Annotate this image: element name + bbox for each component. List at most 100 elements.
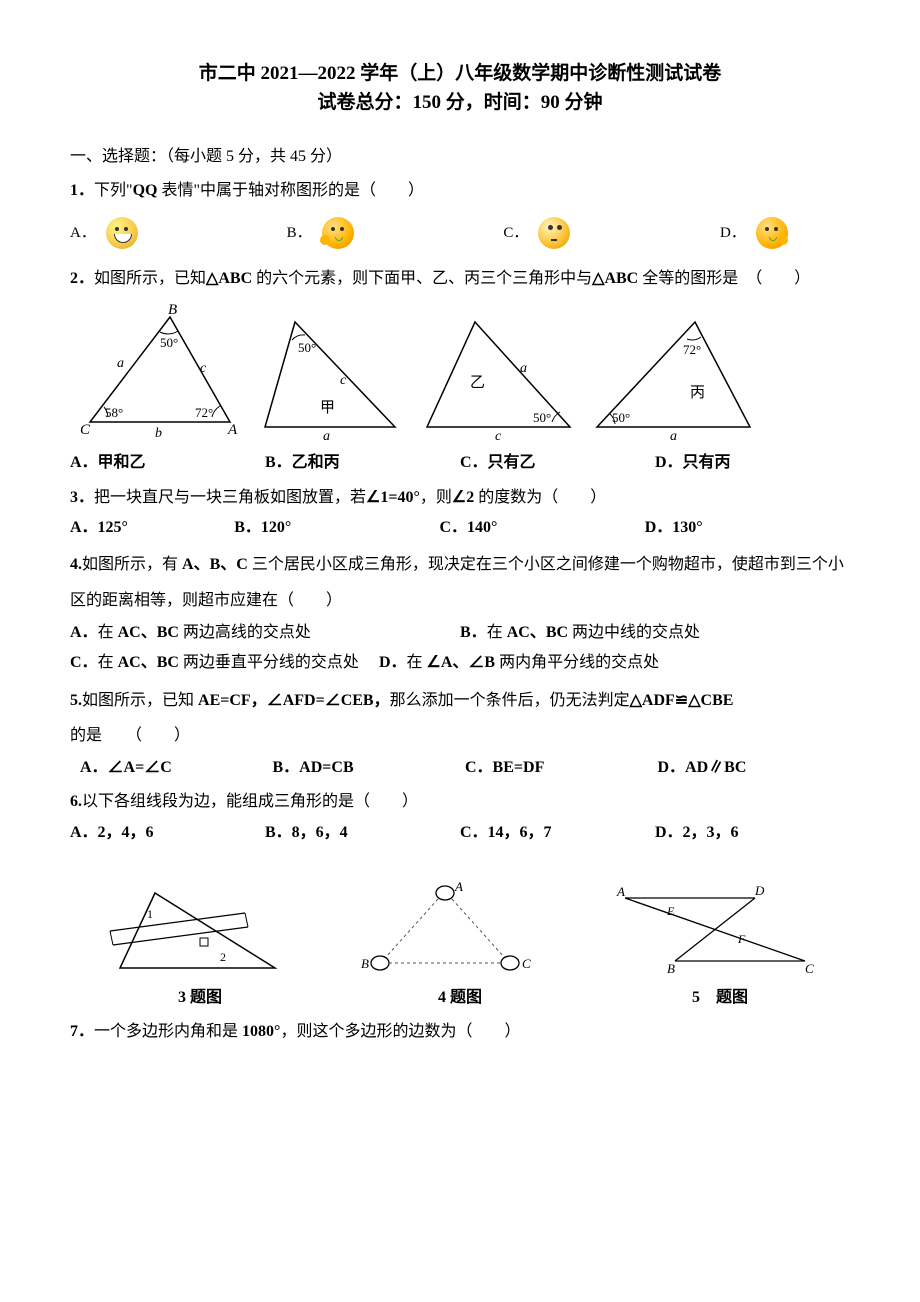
- q1-opt-d-label: D．: [720, 219, 746, 248]
- svg-text:A: A: [227, 422, 238, 438]
- q4-row1: A．在 AC、BC 两边高线的交点处 B．在 AC、BC 两边中线的交点处: [70, 618, 850, 648]
- q4-optB-p2: 两边中线的交点处: [568, 624, 700, 641]
- q5-opt-b: B．AD=CB: [273, 753, 466, 783]
- svg-text:50°: 50°: [612, 410, 630, 425]
- svg-text:58°: 58°: [105, 405, 123, 420]
- question-2: 2．如图所示，已知△ABC 的六个元素，则下面甲、乙、丙三个三角形中与△ABC …: [70, 264, 850, 294]
- q2-b2: △ABC: [206, 270, 252, 287]
- svg-text:C: C: [80, 422, 91, 438]
- q4-optD-b2: ∠A、∠B: [427, 654, 496, 671]
- q4-optB-b2: AC、BC: [507, 624, 568, 641]
- q4-optC-b2: AC、BC: [118, 654, 179, 671]
- section-1-header: 一、选择题：（每小题 5 分，共 45 分）: [70, 142, 850, 172]
- q1-opt-c-label: C．: [503, 219, 528, 248]
- q2-t1: 如图所示，已知: [94, 270, 206, 287]
- question-1: 1．下列"QQ 表情"中属于轴对称图形的是（ ）: [70, 176, 850, 206]
- question-3: 3．把一块直尺与一块三角板如图放置，若∠1=40°，则∠2 的度数为（ ）: [70, 483, 850, 513]
- triangle-yi-icon: a c 50° 乙: [415, 312, 580, 442]
- figure-captions: 3 题图 4 题图 5 题图: [70, 983, 850, 1013]
- q3-t3: 的度数为（ ）: [474, 489, 606, 506]
- q5-num: 5.: [70, 692, 82, 709]
- svg-text:50°: 50°: [298, 340, 316, 355]
- q4-b2: A、B、C: [182, 556, 248, 573]
- caption-5: 5 题图: [590, 983, 850, 1013]
- q3-b2: ∠1=40°: [366, 489, 420, 506]
- q1-num: 1．: [70, 182, 94, 199]
- caption-3: 3 题图: [70, 983, 330, 1013]
- q5-t1: 如图所示，已知: [82, 692, 198, 709]
- q3-t1: 把一块直尺与一块三角板如图放置，若: [94, 489, 366, 506]
- svg-text:1: 1: [147, 907, 153, 921]
- q1-text-2: 表情"中属于轴对称图形的是（ ）: [157, 182, 424, 199]
- q4-optC-p1: 在: [98, 654, 118, 671]
- figure-3: 1 2: [105, 883, 285, 978]
- q6-opt-a: A．2，4，6: [70, 818, 265, 848]
- q5-t2: 那么添加一个条件后，仍无法判定: [390, 692, 630, 709]
- q1-opt-a: A．: [70, 217, 287, 249]
- svg-text:C: C: [805, 961, 814, 976]
- svg-text:B: B: [361, 956, 369, 971]
- q3-t2: ，则: [420, 489, 452, 506]
- emoji-shy-icon: [322, 217, 354, 249]
- q2-opt-c: C．只有乙: [460, 448, 655, 478]
- q2-opt-b: B．乙和丙: [265, 448, 460, 478]
- q4-optB-p1: 在: [487, 624, 507, 641]
- svg-text:a: a: [323, 429, 330, 442]
- question-6: 6.以下各组线段为边，能组成三角形的是（ ）: [70, 787, 850, 817]
- q4-optA-p1: 在: [98, 624, 118, 641]
- q4-optC-p2: 两边垂直平分线的交点处: [179, 654, 375, 671]
- figure-4-icon: A B C: [355, 878, 535, 978]
- q3-options: A．125° B．120° C．140° D．130°: [70, 513, 850, 543]
- q7-t1: 一个多边形内角和是: [94, 1023, 242, 1040]
- figures-row: 1 2 A B C A D B C E F: [70, 878, 850, 978]
- q1-opt-a-label: A．: [70, 219, 96, 248]
- svg-text:B: B: [168, 302, 177, 318]
- q2-t3: 全等的图形是 （ ）: [638, 270, 810, 287]
- q2-t2: 的六个元素，则下面甲、乙、丙三个三角形中与: [252, 270, 592, 287]
- svg-text:D: D: [754, 883, 765, 898]
- q4-optA-b2: AC、BC: [118, 624, 179, 641]
- q2-opt-a: A．甲和乙: [70, 448, 265, 478]
- q6-options: A．2，4，6 B．8，6，4 C．14，6，7 D．2，3，6: [70, 818, 850, 848]
- q6-num: 6.: [70, 793, 82, 810]
- svg-text:c: c: [200, 361, 207, 376]
- q3-opt-c: C．140°: [439, 513, 644, 543]
- q3-opt-b: B．120°: [234, 513, 439, 543]
- svg-text:E: E: [666, 904, 675, 918]
- svg-text:72°: 72°: [683, 342, 701, 357]
- svg-text:b: b: [155, 426, 162, 441]
- svg-text:a: a: [520, 361, 527, 376]
- q2-triangles: B C A a c b 50° 58° 72° 50° c a 甲 a c 50…: [70, 302, 850, 442]
- figure-5: A D B C E F: [605, 883, 815, 978]
- emoji-grin-icon: [106, 217, 138, 249]
- q4-num: 4.: [70, 556, 82, 573]
- triangle-jia-icon: 50° c a 甲: [250, 312, 410, 442]
- q1-opt-d: D．: [720, 217, 850, 249]
- q4-optD-b: D．: [379, 654, 407, 671]
- question-7: 7．一个多边形内角和是 1080°，则这个多边形的边数为（ ）: [70, 1017, 850, 1047]
- q3-num: 3．: [70, 489, 94, 506]
- caption-4: 4 题图: [330, 983, 590, 1013]
- emoji-think-icon: [538, 217, 570, 249]
- q1-bold-qq: QQ: [133, 182, 158, 199]
- q4-optA-p2: 两边高线的交点处: [179, 624, 311, 641]
- q2-options: A．甲和乙 B．乙和丙 C．只有乙 D．只有丙: [70, 448, 850, 478]
- svg-text:a: a: [117, 356, 124, 371]
- q1-opt-b-label: B．: [287, 219, 312, 248]
- question-4: 4.如图所示，有 A、B、C 三个居民小区成三角形，现决定在三个小区之间修建一个…: [70, 547, 850, 617]
- svg-text:B: B: [667, 961, 675, 976]
- svg-text:甲: 甲: [320, 400, 335, 416]
- svg-text:乙: 乙: [470, 375, 485, 391]
- svg-text:50°: 50°: [533, 410, 551, 425]
- q4-optD-p2: 两内角平分线的交点处: [495, 654, 659, 671]
- svg-text:A: A: [616, 884, 625, 899]
- figure-4: A B C: [355, 878, 535, 978]
- q4-row2: C．在 AC、BC 两边垂直平分线的交点处 D．在 ∠A、∠B 两内角平分线的交…: [70, 648, 850, 678]
- q1-options: A． B． C． D．: [70, 217, 850, 249]
- q4-optC-b: C．: [70, 654, 98, 671]
- svg-text:2: 2: [220, 950, 226, 964]
- q2-b3: △ABC: [592, 270, 638, 287]
- q2-opt-d: D．只有丙: [655, 448, 850, 478]
- triangle-bing-icon: 72° 50° a 丙: [585, 312, 760, 442]
- q5-opt-d: D．AD∥BC: [658, 753, 851, 783]
